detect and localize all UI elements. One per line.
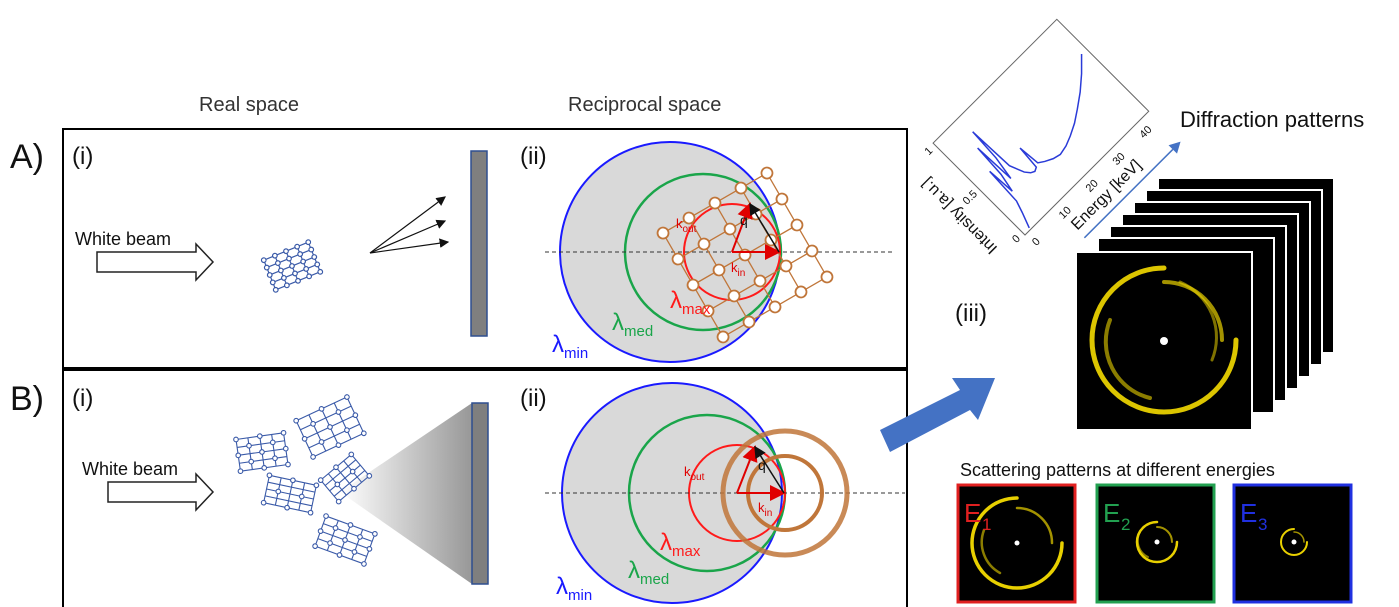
svg-text:0: 0 [1010,233,1023,246]
panel-iii-label: (iii) [955,300,987,327]
panel-a-ewald [545,141,895,363]
svg-text:1: 1 [922,145,935,158]
panel-a-k-in-label: kin [731,260,745,279]
svg-text:E: E [964,498,981,528]
panel-a-ii-label: (ii) [520,143,547,170]
panel-a-frame [62,128,908,369]
panel-b-k-in-label: kin [758,500,772,519]
panel-a-beam-arrow [96,242,215,282]
svg-text:0.5: 0.5 [961,188,980,207]
panel-b-beam-arrow [107,472,215,512]
panel-a-lambda-min-label: λmin [552,331,588,362]
panel-a-letter: A) [10,138,44,176]
panel-b-ewald [545,382,905,604]
svg-text:E: E [1103,498,1120,528]
panel-a-white-beam-label: White beam [75,229,172,249]
diffraction-stack [1075,177,1335,431]
energy-tile-1: E 1 [956,483,1077,604]
panel-b-lambda-min-label: λmin [556,573,592,604]
panel-a-lambda-max-label: λmax [670,287,711,318]
big-arrow-to-patterns [880,378,995,452]
panel-b-white-beam-label: White beam [82,459,179,479]
energy-tile-2: E 2 [1095,483,1216,604]
svg-text:2: 2 [1121,515,1130,534]
panel-b-detector [471,402,489,585]
real-space-header: Real space [199,94,300,116]
energy-tile-3: E 3 [1232,483,1353,604]
diffraction-patterns-title: Diffraction patterns [1180,107,1365,132]
reciprocal-space-header: Reciprocal space [568,94,722,116]
panel-a-lambda-med-label: λmed [612,309,653,340]
panel-b-ii-label: (ii) [520,385,547,412]
panel-a-q-label: q [740,212,748,228]
panel-a-detector [470,150,488,337]
panel-b-i-label: (i) [72,385,94,412]
panel-b-q-label: q [758,457,766,473]
svg-text:0: 0 [1030,236,1043,249]
panel-b-letter: B) [10,380,44,418]
panel-a-k-out-vector [731,202,753,253]
panel-a-scattered-arrows [369,196,450,254]
svg-text:E: E [1240,498,1257,528]
scattering-patterns-title: Scattering patterns at different energie… [960,460,1275,480]
panel-b-q-vector [754,445,785,494]
panel-a-i-label: (i) [72,143,94,170]
panel-b-k-out-vector [736,445,758,494]
panel-a-crystal [260,239,324,293]
panel-a-k-out-label: kout [676,216,697,235]
panel-b-lambda-max-label: λmax [660,529,701,560]
svg-text:40: 40 [1137,124,1154,141]
svg-text:1: 1 [982,515,991,534]
panel-b-frame [62,369,908,607]
svg-text:3: 3 [1258,515,1267,534]
panel-b-scattering-cone [340,403,472,584]
panel-a-q-vector [749,202,780,253]
panel-b-k-out-label: kout [684,464,705,483]
panel-b-powder-ring-outer [720,428,850,558]
panel-b-polycrystal [233,394,378,567]
panel-b-lambda-med-label: λmed [628,557,669,588]
